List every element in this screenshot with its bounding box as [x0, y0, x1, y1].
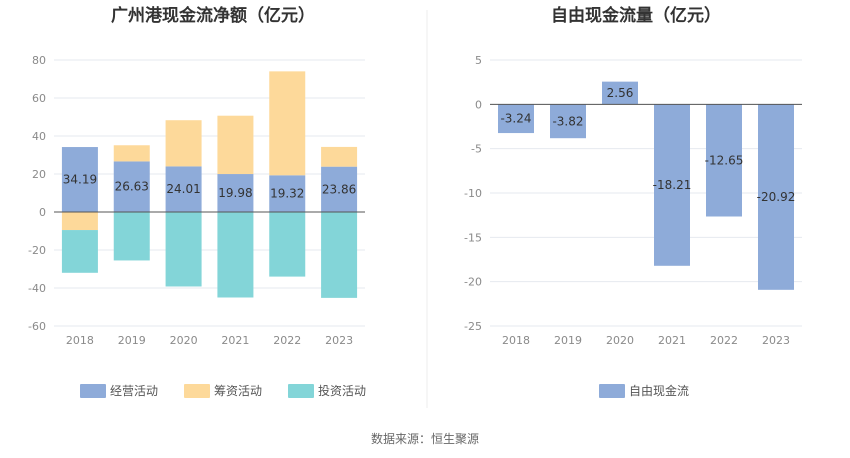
bar-投资活动-2022 — [269, 212, 306, 277]
bar-筹资活动-2018 — [61, 212, 98, 231]
y-tick-label: -15 — [464, 231, 482, 244]
bar-经营活动-2023 — [321, 166, 358, 212]
x-tick-label: 2023 — [325, 334, 353, 347]
data-label: 19.32 — [270, 187, 304, 201]
data-label: 19.98 — [218, 186, 252, 200]
y-tick-label: 80 — [32, 54, 46, 67]
data-label: -3.24 — [500, 112, 531, 126]
data-label: -3.82 — [552, 114, 583, 128]
x-tick-label: 2021 — [658, 334, 686, 347]
bar-投资活动-2023 — [321, 212, 358, 298]
source-note: 数据来源：恒生聚源 — [371, 431, 479, 446]
bar-经营活动-2020 — [165, 166, 202, 212]
x-tick-label: 2019 — [554, 334, 582, 347]
legend-label: 经营活动 — [110, 384, 158, 398]
y-tick-label: 40 — [32, 130, 46, 143]
data-label: 2.56 — [607, 86, 634, 100]
legend-label: 筹资活动 — [214, 384, 262, 398]
bar-投资活动-2019 — [113, 212, 150, 261]
chart-title: 自由现金流量（亿元） — [551, 5, 721, 26]
y-tick-label: 20 — [32, 168, 46, 181]
legend-swatch — [80, 384, 106, 398]
cashflow-net-chart: 广州港现金流净额（亿元） 80 60 40 20 0 -20 -40 -60 34.19 26.63… — [28, 5, 366, 398]
y-tick-label: -10 — [464, 187, 482, 200]
data-label: 26.63 — [115, 180, 149, 194]
bar-经营活动-2019 — [113, 161, 150, 212]
y-tick-label: -40 — [28, 282, 46, 295]
chart-title: 广州港现金流净额（亿元） — [111, 5, 315, 26]
y-tick-label: 0 — [39, 206, 46, 219]
y-tick-label: -20 — [464, 276, 482, 289]
bar-投资活动-2021 — [217, 212, 254, 298]
data-label: -20.92 — [757, 190, 796, 204]
legend-swatch — [599, 384, 625, 398]
bar-投资活动-2020 — [165, 212, 202, 287]
bar-自由现金流-2018 — [498, 104, 534, 134]
bar-筹资活动-2022 — [269, 71, 306, 176]
bar-自由现金流-2023 — [758, 104, 794, 290]
x-tick-label: 2022 — [273, 334, 301, 347]
y-tick-label: 60 — [32, 92, 46, 105]
bar-自由现金流-2022 — [706, 104, 742, 217]
bar-筹资活动-2023 — [321, 146, 358, 167]
bar-经营活动-2022 — [269, 175, 306, 212]
x-tick-label: 2020 — [606, 334, 634, 347]
legend-label: 投资活动 — [318, 383, 366, 398]
x-tick-label: 2020 — [170, 334, 198, 347]
x-tick-label: 2021 — [221, 334, 249, 347]
bar-投资活动-2018 — [61, 230, 98, 273]
data-label: -18.21 — [653, 178, 692, 192]
data-label: 34.19 — [63, 173, 97, 187]
y-tick-label: -5 — [471, 143, 482, 156]
bar-自由现金流-2019 — [550, 104, 586, 139]
data-label: 23.86 — [322, 182, 356, 196]
bar-经营活动-2018 — [61, 147, 98, 212]
y-tick-label: 0 — [475, 98, 482, 111]
x-tick-label: 2018 — [66, 334, 94, 347]
y-tick-label: 5 — [475, 54, 482, 67]
bar-自由现金流-2020 — [602, 81, 638, 105]
legend-swatch — [184, 384, 210, 398]
legend-swatch — [288, 384, 314, 398]
bar-自由现金流-2021 — [654, 104, 690, 266]
bar-筹资活动-2021 — [217, 115, 254, 175]
bar-筹资活动-2019 — [113, 145, 150, 162]
y-tick-label: -25 — [464, 320, 482, 333]
legend-label: 自由现金流 — [629, 383, 689, 398]
x-tick-label: 2018 — [502, 334, 530, 347]
y-tick-label: -60 — [28, 320, 46, 333]
x-tick-label: 2022 — [710, 334, 738, 347]
y-tick-label: -20 — [28, 244, 46, 257]
data-label: 24.01 — [166, 182, 200, 196]
data-label: -12.65 — [705, 153, 744, 167]
x-tick-label: 2023 — [762, 334, 790, 347]
bar-经营活动-2021 — [217, 174, 254, 212]
bar-筹资活动-2020 — [165, 120, 202, 167]
x-tick-label: 2019 — [118, 334, 146, 347]
